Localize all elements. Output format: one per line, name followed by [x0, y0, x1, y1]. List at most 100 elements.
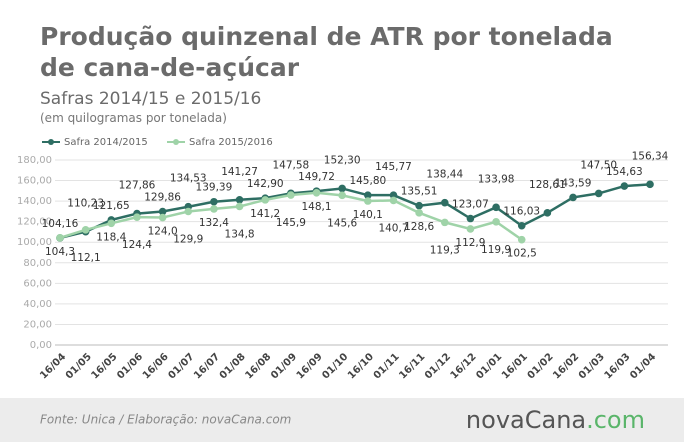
- data-label: 123,07: [452, 199, 489, 211]
- data-label: 154,63: [606, 166, 643, 178]
- data-point: [364, 191, 372, 199]
- data-point: [466, 225, 475, 233]
- data-label: 127,86: [119, 180, 156, 192]
- data-point: [184, 207, 193, 216]
- data-label: 134,53: [170, 173, 207, 185]
- data-label: 128,6: [404, 221, 434, 233]
- data-point: [364, 197, 372, 205]
- y-tick-label: 160,00: [17, 176, 52, 187]
- data-label: 116,03: [503, 206, 540, 218]
- data-label: 147,50: [580, 159, 617, 171]
- footer: [0, 398, 684, 442]
- data-point: [517, 221, 526, 230]
- data-label: 147,58: [272, 159, 309, 171]
- y-tick-label: 40,00: [23, 299, 52, 310]
- data-label: 124,0: [148, 226, 178, 238]
- data-label: 142,90: [247, 178, 284, 190]
- data-point: [261, 196, 270, 204]
- data-label: 139,39: [196, 182, 233, 194]
- y-tick-label: 20,00: [23, 319, 52, 330]
- data-label: 112,9: [455, 237, 485, 249]
- data-point: [440, 198, 449, 207]
- data-point: [389, 196, 398, 205]
- source: Fonte: Unica / Elaboração: novaCana.com: [40, 413, 291, 427]
- legend-marker: [48, 139, 54, 145]
- data-label: 128,61: [529, 179, 566, 191]
- data-label: 148,1: [301, 201, 331, 213]
- unit-note: (em quilogramas por tonelada): [40, 111, 227, 125]
- data-point: [235, 196, 244, 204]
- legend-label: Safra 2014/2015: [64, 137, 148, 148]
- data-label: 121,65: [93, 200, 130, 212]
- data-label: 119,9: [481, 244, 511, 256]
- data-point: [210, 197, 218, 206]
- data-point: [287, 191, 295, 199]
- data-point: [440, 218, 449, 227]
- data-label: 143,59: [555, 177, 592, 189]
- data-point: [594, 189, 603, 198]
- data-label: 129,9: [173, 233, 203, 245]
- data-point: [569, 193, 577, 202]
- data-label: 135,51: [401, 186, 438, 198]
- y-tick-label: 120,00: [17, 217, 52, 228]
- data-label: 138,44: [426, 169, 463, 181]
- data-label: 152,30: [324, 154, 361, 166]
- y-tick-label: 100,00: [17, 237, 52, 248]
- data-label: 134,8: [225, 228, 255, 240]
- logo: novaCana.com: [466, 406, 645, 434]
- data-point: [543, 209, 552, 217]
- data-point: [415, 201, 423, 210]
- data-point: [466, 214, 475, 223]
- data-point: [492, 203, 500, 212]
- data-label: 145,9: [276, 217, 306, 229]
- chart-title: Produção quinzenal de ATR por tonelada: [40, 22, 613, 51]
- data-label: 102,5: [507, 248, 537, 260]
- data-label: 156,34: [632, 150, 669, 162]
- data-label: 118,4: [96, 231, 126, 243]
- logo-suffix: .com: [586, 406, 645, 434]
- data-label: 140,1: [353, 209, 383, 221]
- chart-subtitle: Safras 2014/15 e 2015/16: [40, 89, 261, 109]
- legend-label: Safra 2015/2016: [189, 137, 273, 148]
- data-label: 112,1: [71, 252, 101, 264]
- data-point: [338, 184, 346, 193]
- data-point: [492, 217, 500, 226]
- data-point: [235, 202, 244, 211]
- logo-name: novaCana: [466, 406, 586, 434]
- data-point: [620, 182, 629, 190]
- y-tick-label: 140,00: [17, 196, 52, 207]
- data-point: [312, 188, 321, 197]
- data-label: 124,4: [122, 239, 152, 251]
- data-label: 140,7: [378, 222, 408, 234]
- chart-title: de cana-de-açúcar: [40, 53, 300, 82]
- data-point: [56, 234, 64, 242]
- y-tick-label: 0,00: [30, 340, 52, 351]
- data-label: 149,72: [298, 171, 335, 183]
- data-point: [415, 209, 423, 217]
- data-label: 141,27: [221, 166, 258, 178]
- data-label: 145,80: [349, 175, 386, 187]
- data-point: [389, 191, 398, 199]
- y-tick-label: 60,00: [23, 278, 52, 289]
- data-point: [133, 213, 141, 221]
- data-point: [81, 225, 90, 234]
- data-point: [646, 180, 654, 189]
- y-tick-label: 180,00: [17, 155, 52, 166]
- y-tick-label: 80,00: [23, 258, 52, 269]
- data-point: [107, 219, 116, 228]
- data-label: 133,98: [478, 173, 515, 185]
- data-point: [210, 205, 218, 213]
- data-point: [338, 191, 346, 200]
- data-label: 110,23: [67, 198, 104, 210]
- series-line: [59, 183, 651, 240]
- legend-marker: [173, 139, 179, 145]
- data-label: 145,77: [375, 161, 412, 173]
- data-label: 104,16: [42, 218, 79, 230]
- data-label: 119,3: [430, 244, 460, 256]
- data-label: 141,2: [250, 208, 280, 220]
- data-point: [158, 213, 167, 222]
- data-point: [158, 207, 167, 216]
- data-label: 104,3: [45, 246, 75, 258]
- data-point: [517, 235, 526, 244]
